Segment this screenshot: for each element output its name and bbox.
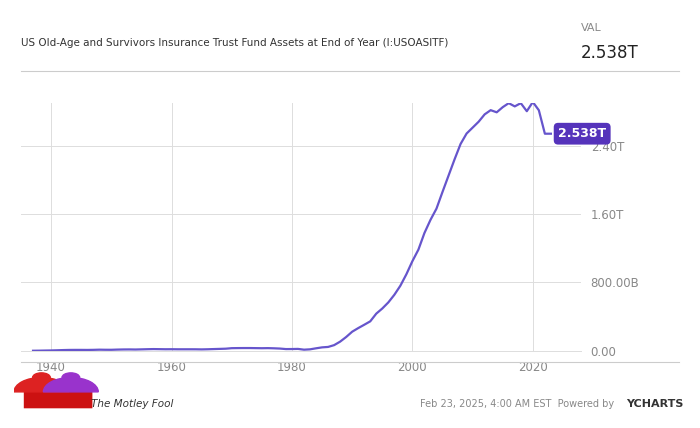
Text: YCHARTS: YCHARTS	[626, 399, 684, 410]
FancyBboxPatch shape	[24, 389, 92, 408]
Text: US Old-Age and Survivors Insurance Trust Fund Assets at End of Year (I:USOASITF): US Old-Age and Survivors Insurance Trust…	[21, 38, 449, 48]
Text: 2.538T: 2.538T	[558, 127, 606, 140]
Text: Feb 23, 2025, 4:00 AM EST  Powered by: Feb 23, 2025, 4:00 AM EST Powered by	[420, 399, 617, 410]
Circle shape	[33, 373, 50, 382]
Text: The Motley Fool: The Motley Fool	[91, 399, 174, 410]
Wedge shape	[43, 377, 98, 392]
Wedge shape	[14, 377, 69, 392]
Circle shape	[62, 373, 80, 382]
Text: 2.538T: 2.538T	[581, 45, 638, 62]
Text: VAL: VAL	[581, 23, 602, 33]
